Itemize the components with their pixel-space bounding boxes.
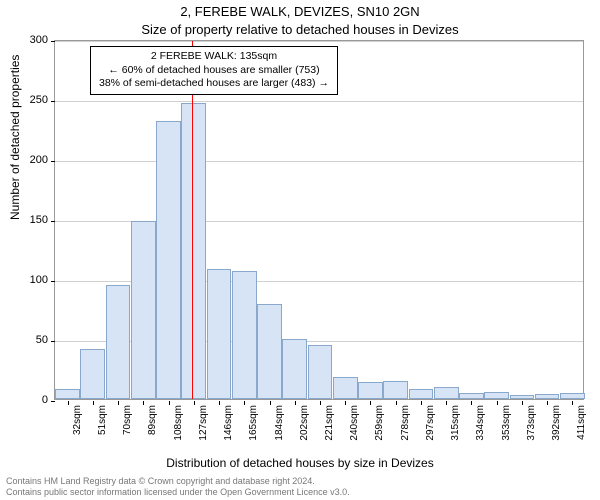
xtick-label: 392sqm [551,405,562,449]
xtick-mark [572,401,573,405]
xtick-label: 411sqm [576,405,587,449]
histogram-bar [131,221,156,399]
xtick-mark [421,401,422,405]
xtick-mark [547,401,548,405]
gridline [55,161,583,162]
xtick-mark [169,401,170,405]
ytick-label: 300 [18,34,48,46]
histogram-bar [257,304,282,399]
histogram-bar [282,339,307,399]
histogram-bar [156,121,181,399]
xtick-label: 184sqm [274,405,285,449]
xtick-mark [118,401,119,405]
histogram-bar [510,395,535,399]
ytick-mark [51,281,55,282]
ytick-label: 200 [18,154,48,166]
histogram-bar [484,392,509,399]
ytick-mark [51,161,55,162]
xtick-mark [270,401,271,405]
xtick-label: 89sqm [147,405,158,449]
xtick-label: 334sqm [475,405,486,449]
xtick-mark [497,401,498,405]
xtick-mark [143,401,144,405]
xtick-mark [471,401,472,405]
xtick-label: 221sqm [324,405,335,449]
xtick-label: 297sqm [425,405,436,449]
xtick-mark [446,401,447,405]
histogram-bar [308,345,333,399]
histogram-bar [106,285,131,399]
chart-title-sub: Size of property relative to detached ho… [0,22,600,37]
xtick-label: 108sqm [173,405,184,449]
histogram-bar [535,394,560,399]
histogram-bar [232,271,257,399]
ytick-label: 50 [18,334,48,346]
xtick-label: 373sqm [526,405,537,449]
xtick-label: 278sqm [400,405,411,449]
xtick-mark [345,401,346,405]
chart-title-main: 2, FEREBE WALK, DEVIZES, SN10 2GN [0,4,600,19]
footer-line-2: Contains public sector information licen… [6,487,350,498]
histogram-bar [434,387,459,399]
ytick-label: 0 [18,394,48,406]
xtick-label: 127sqm [198,405,209,449]
ytick-label: 150 [18,214,48,226]
xtick-label: 353sqm [501,405,512,449]
ytick-mark [51,101,55,102]
ytick-label: 100 [18,274,48,286]
histogram-bar [181,103,206,399]
xtick-mark [68,401,69,405]
xtick-mark [320,401,321,405]
xtick-label: 259sqm [374,405,385,449]
xtick-label: 202sqm [299,405,310,449]
histogram-bar [80,349,105,399]
xtick-label: 51sqm [97,405,108,449]
ytick-mark [51,221,55,222]
histogram-bar [207,269,232,399]
ytick-mark [51,341,55,342]
ytick-label: 250 [18,94,48,106]
xtick-label: 32sqm [72,405,83,449]
xtick-mark [396,401,397,405]
xtick-label: 70sqm [122,405,133,449]
xtick-mark [194,401,195,405]
xtick-mark [370,401,371,405]
footer-line-1: Contains HM Land Registry data © Crown c… [6,476,350,487]
ytick-mark [51,41,55,42]
xtick-mark [244,401,245,405]
histogram-bar [409,389,434,399]
xtick-label: 240sqm [349,405,360,449]
gridline [55,101,583,102]
xtick-mark [522,401,523,405]
xtick-mark [219,401,220,405]
xtick-mark [93,401,94,405]
histogram-bar [358,382,383,399]
xtick-label: 165sqm [248,405,259,449]
gridline [55,41,583,42]
histogram-bar [383,381,408,399]
annotation-box: 2 FEREBE WALK: 135sqm ← 60% of detached … [90,46,338,95]
annotation-line-2: ← 60% of detached houses are smaller (75… [99,64,329,78]
footer-attribution: Contains HM Land Registry data © Crown c… [6,476,350,498]
xtick-mark [295,401,296,405]
ytick-mark [51,401,55,402]
histogram-bar [560,393,585,399]
histogram-bar [459,393,484,399]
histogram-bar [55,389,80,399]
x-axis-label: Distribution of detached houses by size … [0,456,600,470]
y-axis-label: Number of detached properties [8,55,22,220]
xtick-label: 315sqm [450,405,461,449]
annotation-line-1: 2 FEREBE WALK: 135sqm [99,50,329,64]
xtick-label: 146sqm [223,405,234,449]
histogram-bar [333,377,358,399]
annotation-line-3: 38% of semi-detached houses are larger (… [99,77,329,91]
